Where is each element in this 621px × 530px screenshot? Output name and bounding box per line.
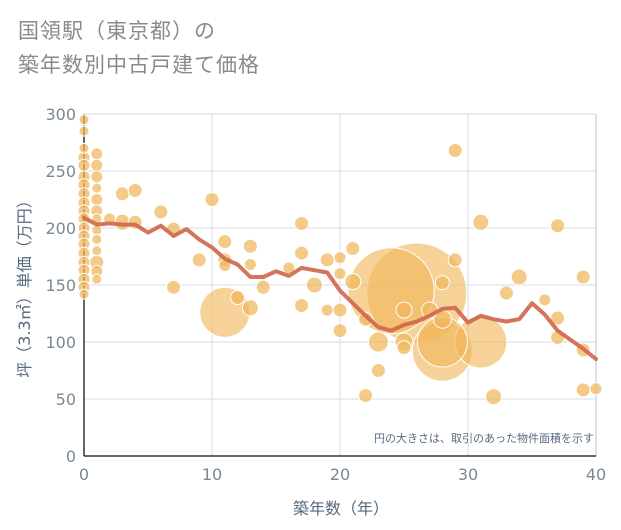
data-bubble [90, 147, 104, 161]
data-bubble [91, 245, 103, 257]
data-bubble [345, 241, 361, 257]
tick-labels: 0 50 100 150 200 250 300 0 10 20 30 40 [45, 105, 606, 484]
data-bubble [370, 363, 386, 378]
data-bubble [91, 233, 103, 245]
data-bubble [294, 245, 310, 261]
data-bubble [78, 114, 90, 126]
bubble-layer [77, 114, 603, 406]
data-bubble [294, 298, 310, 314]
y-tick-label: 100 [45, 333, 76, 352]
data-bubble [395, 301, 413, 319]
data-bubble [498, 285, 514, 301]
data-bubble [255, 279, 271, 295]
data-bubble [217, 234, 233, 250]
x-tick-label: 30 [458, 465, 478, 484]
data-bubble [510, 268, 528, 286]
data-bubble [344, 273, 362, 291]
data-bubble [333, 267, 347, 281]
data-bubble [575, 269, 591, 285]
y-axis-title: 坪（3.3㎡）単価（万円） [15, 192, 34, 377]
data-bubble [367, 331, 389, 353]
data-bubble [396, 340, 412, 356]
x-tick-label: 0 [79, 465, 89, 484]
data-bubble [78, 142, 90, 154]
data-bubble [447, 142, 463, 158]
data-bubble [589, 382, 603, 396]
chart-title: 国領駅（東京都）の 築年数別中古戸建て価格 [18, 14, 260, 82]
y-tick-label: 250 [45, 162, 76, 181]
data-bubble [358, 311, 374, 327]
y-tick-label: 0 [66, 447, 76, 466]
data-bubble [538, 293, 552, 307]
data-bubble [90, 193, 104, 206]
y-tick-label: 50 [56, 390, 76, 409]
data-bubble [90, 170, 104, 184]
x-tick-label: 10 [202, 465, 222, 484]
data-bubble [127, 182, 143, 198]
chart-title-line1: 国領駅（東京都）の [18, 19, 216, 43]
data-bubble [91, 224, 103, 236]
data-bubble [241, 299, 259, 317]
data-bubble [447, 252, 463, 268]
data-bubble [166, 279, 182, 295]
x-tick-label: 20 [330, 465, 350, 484]
data-bubble [191, 252, 207, 268]
y-tick-label: 300 [45, 105, 76, 124]
data-bubble [78, 288, 90, 300]
data-bubble [242, 238, 258, 254]
data-bubble [333, 251, 347, 265]
data-bubble [319, 252, 335, 268]
trend-line-layer [82, 215, 598, 362]
data-bubble [332, 302, 348, 318]
data-bubble [77, 158, 91, 172]
y-tick-label: 150 [45, 276, 76, 295]
data-bubble [347, 247, 435, 335]
x-tick-label: 40 [586, 465, 606, 484]
bubble-size-note: 円の大きさは、取引のあった物件面積を示す [374, 431, 594, 445]
data-bubble [575, 382, 591, 398]
chart-title-line2: 築年数別中古戸建て価格 [18, 53, 260, 77]
data-bubble [332, 323, 348, 339]
data-bubble [550, 218, 566, 234]
data-bubble [153, 204, 169, 220]
data-bubble [91, 182, 103, 194]
y-tick-label: 200 [45, 219, 76, 238]
data-bubble [243, 257, 257, 271]
data-bubble [90, 158, 104, 172]
data-bubble [230, 290, 246, 306]
data-bubble [294, 215, 310, 231]
data-bubble [550, 310, 566, 326]
average-price-line [82, 215, 598, 362]
data-bubble [472, 213, 490, 231]
data-bubble [91, 273, 103, 285]
x-axis-title: 築年数（年） [293, 499, 389, 518]
data-bubble [320, 303, 334, 317]
data-bubble [485, 388, 503, 406]
data-bubble [358, 388, 374, 404]
data-bubble [305, 276, 323, 294]
data-bubble [114, 186, 130, 202]
data-bubble [204, 192, 220, 207]
data-bubble [434, 275, 450, 291]
data-bubble [78, 125, 90, 137]
